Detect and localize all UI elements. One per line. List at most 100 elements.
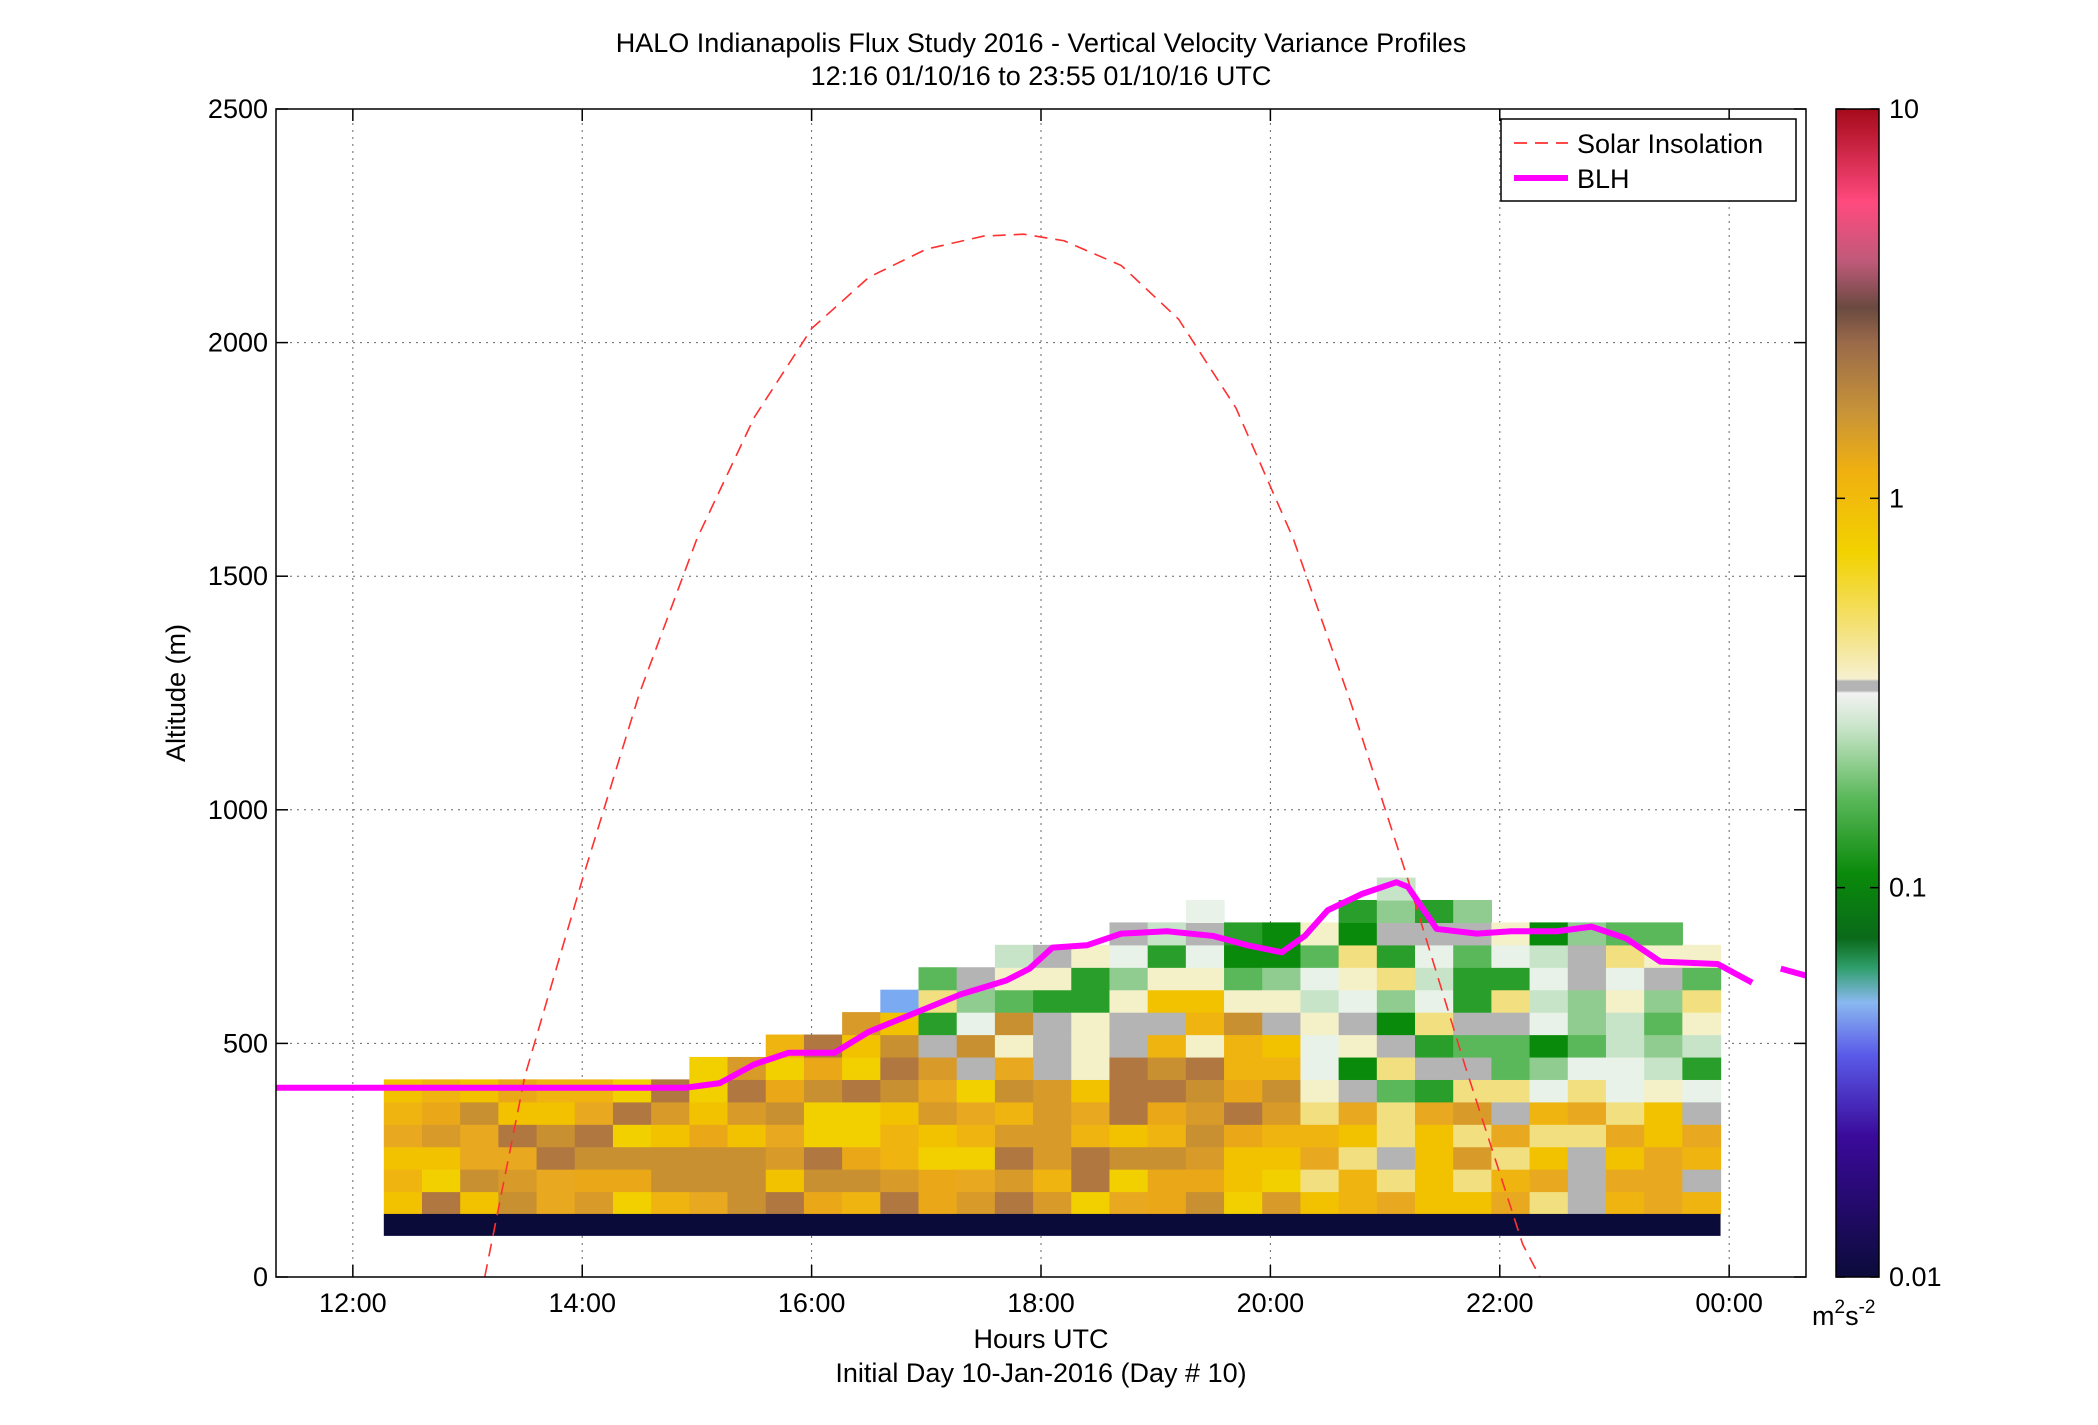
heatmap-cell [1567, 1012, 1607, 1036]
heatmap-cell [994, 989, 1034, 1013]
heatmap-cell [1033, 1079, 1072, 1103]
heatmap-cell [1529, 1124, 1569, 1148]
x-tick-label: 22:00 [1466, 1288, 1534, 1318]
heatmap-cell [1033, 967, 1072, 991]
heatmap-cell [498, 1146, 538, 1170]
heatmap-cell [1071, 1034, 1111, 1058]
heatmap-cell [1605, 922, 1645, 946]
heatmap-cell [803, 1056, 843, 1080]
heatmap-cell [956, 1169, 996, 1193]
heatmap-cell [460, 1146, 499, 1170]
heatmap-cell [1415, 1012, 1454, 1036]
heatmap-cell [1567, 967, 1607, 991]
heatmap-cell [1147, 1169, 1187, 1193]
heatmap-cell [1376, 1034, 1416, 1058]
heatmap-cell [460, 1191, 499, 1215]
heatmap-cell [1185, 1012, 1225, 1036]
heatmap-cell [1224, 967, 1263, 991]
heatmap-cell [1644, 1034, 1683, 1058]
heatmap-cell [918, 1012, 958, 1036]
heatmap-cell [880, 1146, 920, 1170]
heatmap-cell [1071, 1169, 1111, 1193]
heatmap-cell [574, 1079, 614, 1103]
heatmap-cell [1224, 1034, 1263, 1058]
heatmap-cell [1033, 1101, 1072, 1125]
heatmap-cell [1224, 1079, 1263, 1103]
heatmap-cell [1224, 944, 1263, 968]
heatmap-cell [1567, 1146, 1607, 1170]
legend-solar-label: Solar Insolation [1577, 129, 1763, 159]
colorbar-gradient [1835, 108, 1880, 1278]
x-tick-label: 00:00 [1695, 1288, 1763, 1318]
heatmap-cell [1338, 967, 1378, 991]
heatmap-cell [1224, 1146, 1263, 1170]
heatmap-cell [1300, 1012, 1340, 1036]
heatmap-cell [803, 1146, 843, 1170]
heatmap-cell [1567, 1124, 1607, 1148]
heatmap-cell [727, 1079, 767, 1103]
heatmap-cell [1185, 989, 1225, 1013]
heatmap-cell [460, 1101, 499, 1125]
heatmap-cell [1567, 944, 1607, 968]
heatmap-cell [612, 1101, 652, 1125]
colorbar-tick-label: 0.1 [1889, 873, 1927, 903]
heatmap-cell [880, 1124, 920, 1148]
heatmap-cell [1682, 1034, 1722, 1058]
heatmap-cell [1262, 1191, 1302, 1215]
colorbar-unit-sup1: 2 [1835, 1297, 1846, 1318]
heatmap-cell [422, 1101, 461, 1125]
heatmap-cell [803, 1169, 843, 1193]
heatmap-cell [918, 1169, 958, 1193]
heatmap-cell [1109, 1191, 1149, 1215]
heatmap-cell [1567, 1034, 1607, 1058]
heatmap-cell [1567, 1191, 1607, 1215]
heatmap-cell [918, 967, 958, 991]
heatmap-cell [842, 1056, 881, 1080]
heatmap-cell [1453, 967, 1492, 991]
y-tick-label: 500 [223, 1028, 268, 1058]
heatmap-cell [1376, 922, 1416, 946]
heatmap-cell [1415, 944, 1454, 968]
heatmap-cell [994, 1146, 1034, 1170]
heatmap-cell [956, 1124, 996, 1148]
heatmap-cell [536, 1146, 576, 1170]
heatmap-cell [1147, 967, 1187, 991]
heatmap-cell [1453, 1146, 1492, 1170]
x-tick-label: 12:00 [319, 1288, 387, 1318]
heatmap-cell [1338, 922, 1378, 946]
heatmap-cell [1033, 1056, 1072, 1080]
heatmap-cell [651, 1101, 690, 1125]
heatmap-cell [1071, 967, 1111, 991]
heatmap-cell [994, 1191, 1034, 1215]
heatmap-cell [1453, 1012, 1492, 1036]
heatmap-cell [1262, 1012, 1302, 1036]
heatmap-cell [1682, 1101, 1722, 1125]
heatmap-cell [1644, 922, 1683, 946]
heatmap-cell [574, 1124, 614, 1148]
heatmap-cell [1338, 899, 1378, 923]
heatmap-cell [1147, 944, 1187, 968]
heatmap-cell [1300, 1079, 1340, 1103]
heatmap-cell [918, 1124, 958, 1148]
heatmap-cell [1071, 1146, 1111, 1170]
heatmap-cell [1262, 1124, 1302, 1148]
heatmap-cell [383, 1169, 423, 1193]
heatmap-cell [1147, 989, 1187, 1013]
heatmap-cell [1147, 1079, 1187, 1103]
heatmap-cell [994, 1124, 1034, 1148]
heatmap-cell [1529, 1012, 1569, 1036]
heatmap-cell [1033, 1012, 1072, 1036]
heatmap-cell [1300, 1056, 1340, 1080]
heatmap-cell [1147, 1191, 1187, 1215]
heatmap-cell [1644, 967, 1683, 991]
heatmap-cell [612, 1124, 652, 1148]
heatmap-cell [727, 1146, 767, 1170]
heatmap-cell [880, 989, 920, 1013]
heatmap-cell [1147, 1101, 1187, 1125]
heatmap-cell [1682, 1124, 1722, 1148]
heatmap-cell [842, 1169, 881, 1193]
heatmap-cell [1453, 1124, 1492, 1148]
heatmap-cell [498, 1079, 538, 1103]
heatmap-cell [956, 1101, 996, 1125]
heatmap-cell [1605, 967, 1645, 991]
